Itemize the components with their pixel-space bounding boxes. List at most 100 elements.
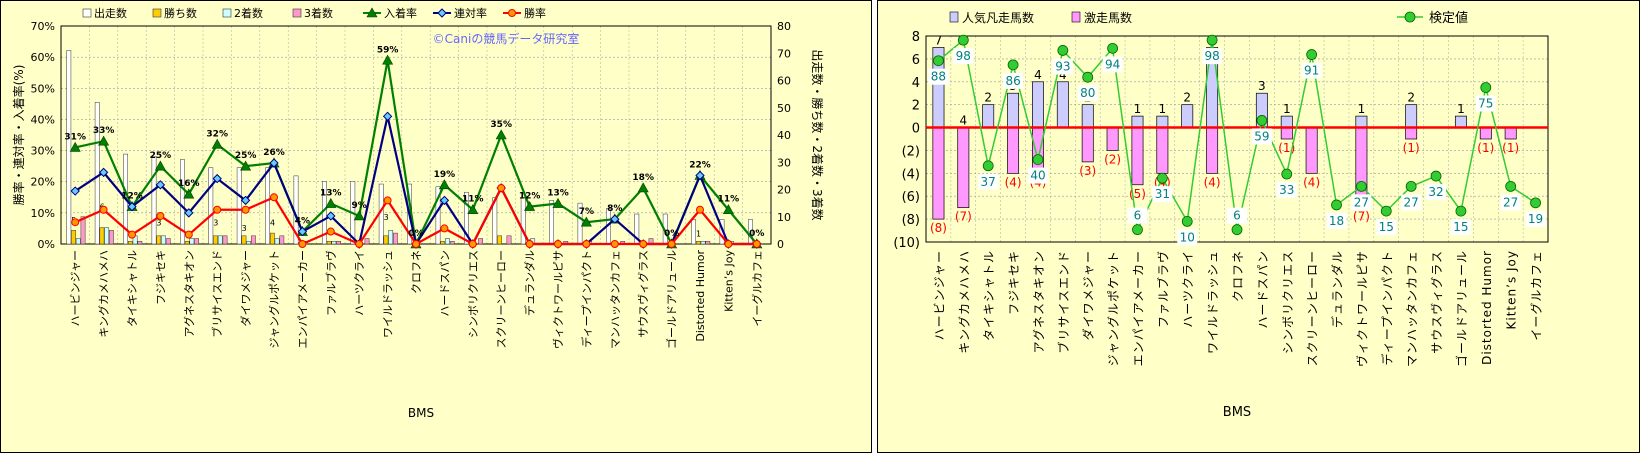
bar-激走馬数 — [1280, 127, 1293, 140]
bar-人気凡走馬数 — [1181, 104, 1194, 128]
popular-count-label: 1 — [1283, 102, 1291, 116]
legend-label: 勝率 — [524, 6, 546, 20]
point-入着率 — [438, 179, 450, 190]
bar-2着数 — [445, 238, 450, 245]
value-label-bg — [1500, 194, 1521, 211]
point-入着率 — [183, 188, 195, 199]
value-label-bg — [978, 173, 999, 190]
category-label: イーグルカフェ — [750, 250, 764, 327]
popular-count-label: 1 — [1457, 102, 1465, 116]
point-勝率 — [582, 240, 591, 248]
pct-label: 0% — [408, 229, 423, 239]
point-入着率 — [382, 54, 394, 65]
point-検定値 — [1057, 45, 1069, 56]
point-検定値 — [982, 160, 994, 172]
point-検定値 — [1231, 224, 1243, 236]
bar-2着数 — [75, 238, 81, 245]
pct-label: 11% — [462, 195, 484, 205]
test-value-label: 31 — [1155, 187, 1170, 201]
bar-激走馬数 — [1156, 127, 1169, 174]
point-勝率 — [99, 205, 108, 214]
category-label: ブリサイスエンド — [1056, 250, 1071, 354]
bar-激走馬数 — [1131, 127, 1144, 186]
point-入着率 — [495, 129, 507, 140]
y-tick-label: 30% — [31, 145, 55, 158]
popular-count-label: 2 — [1183, 91, 1191, 105]
test-value-label: 27 — [1404, 195, 1419, 209]
bar-2着数 — [388, 230, 394, 245]
bar-3着数 — [705, 241, 711, 245]
y-right-tick-label: 40 — [777, 129, 791, 142]
bar-出走数 — [66, 50, 72, 245]
point-検定値 — [957, 34, 969, 46]
category-label: ジャングルポケット — [1107, 250, 1121, 366]
point-勝率 — [412, 240, 420, 248]
win-count-label: 3 — [384, 213, 389, 222]
bar-人気凡走馬数 — [982, 104, 995, 128]
bar-激走馬数 — [1206, 127, 1219, 174]
point-勝率 — [468, 240, 477, 248]
legend-label: 検定値 — [1429, 10, 1468, 26]
popular-count-label: 2 — [984, 91, 992, 105]
test-value-label: 59 — [1254, 129, 1269, 143]
category-label: ダイワメジャー — [239, 250, 253, 326]
category-label: ジャングルポケット — [267, 250, 281, 348]
category-label: タイキシャトル — [126, 250, 139, 327]
y-tick-label: 2 — [912, 99, 920, 114]
point-勝率 — [383, 196, 392, 205]
bar-3着数 — [449, 241, 455, 245]
category-label: キングカメハメハ — [957, 250, 971, 354]
legend-label: 激走馬数 — [1084, 10, 1132, 25]
longshot-count-label: (8) — [930, 221, 947, 235]
y-tick-label: 6 — [912, 53, 920, 68]
category-label: ダイワメジャー — [1081, 250, 1096, 340]
category-label: デュランダル — [523, 250, 537, 316]
bar-勝ち数 — [213, 235, 218, 245]
pct-label: 18% — [632, 173, 654, 183]
value-label-bg — [1052, 58, 1073, 75]
category-label: アグネスタキオン — [1032, 250, 1046, 353]
point-検定値 — [1132, 224, 1143, 236]
bar-激走馬数 — [1032, 127, 1044, 174]
value-label-bg — [1077, 85, 1098, 102]
bar-3着数 — [137, 241, 143, 245]
test-value-label: 33 — [1279, 183, 1294, 197]
test-value-label: 6 — [1134, 209, 1142, 223]
point-勝率 — [156, 211, 165, 220]
plot-area-border — [60, 25, 772, 245]
bar-2着数 — [104, 227, 110, 245]
y-tick-label: 8 — [912, 30, 920, 45]
bar-激走馬数 — [957, 127, 970, 209]
legend-swatch — [292, 8, 302, 18]
category-label: ファルブラヴ — [324, 250, 338, 316]
category-label: ハードスパン — [1256, 250, 1270, 329]
point-検定値 — [1256, 115, 1268, 126]
pct-label: 22% — [689, 160, 711, 170]
test-value-label: 19 — [1528, 212, 1543, 226]
bar-勝ち数 — [156, 235, 162, 245]
legend-marker — [366, 7, 378, 18]
point-検定値 — [1156, 172, 1168, 184]
point-勝率 — [610, 240, 619, 248]
point-検定値 — [1405, 180, 1417, 192]
value-label-bg — [1326, 212, 1347, 229]
category-label: マンハッタンカフェ — [609, 250, 622, 349]
longshot-count-label: (2) — [1104, 152, 1121, 166]
point-入着率 — [98, 135, 110, 146]
legend-label: 勝ち数 — [164, 6, 197, 20]
longshot-count-label: (1) — [1477, 141, 1494, 155]
point-勝率 — [639, 240, 648, 248]
category-label: ゴールドアリュール — [665, 250, 679, 349]
category-label: ハーツクライ — [1181, 250, 1195, 328]
point-勝率 — [752, 240, 761, 248]
popular-count-label: 7 — [935, 33, 943, 47]
bar-勝ち数 — [269, 232, 275, 245]
point-勝率 — [128, 230, 136, 239]
y-right-tick-label: 80 — [777, 20, 791, 33]
y-tick-label: 40% — [31, 113, 55, 126]
pct-label: 31% — [64, 132, 86, 142]
point-検定値 — [1455, 205, 1467, 217]
right-chart-panel: 86420(2)(4)(6)(8)(10)7423442112731121(8)… — [877, 0, 1640, 453]
test-value-label: 37 — [981, 175, 996, 189]
bar-出走数 — [492, 197, 498, 245]
